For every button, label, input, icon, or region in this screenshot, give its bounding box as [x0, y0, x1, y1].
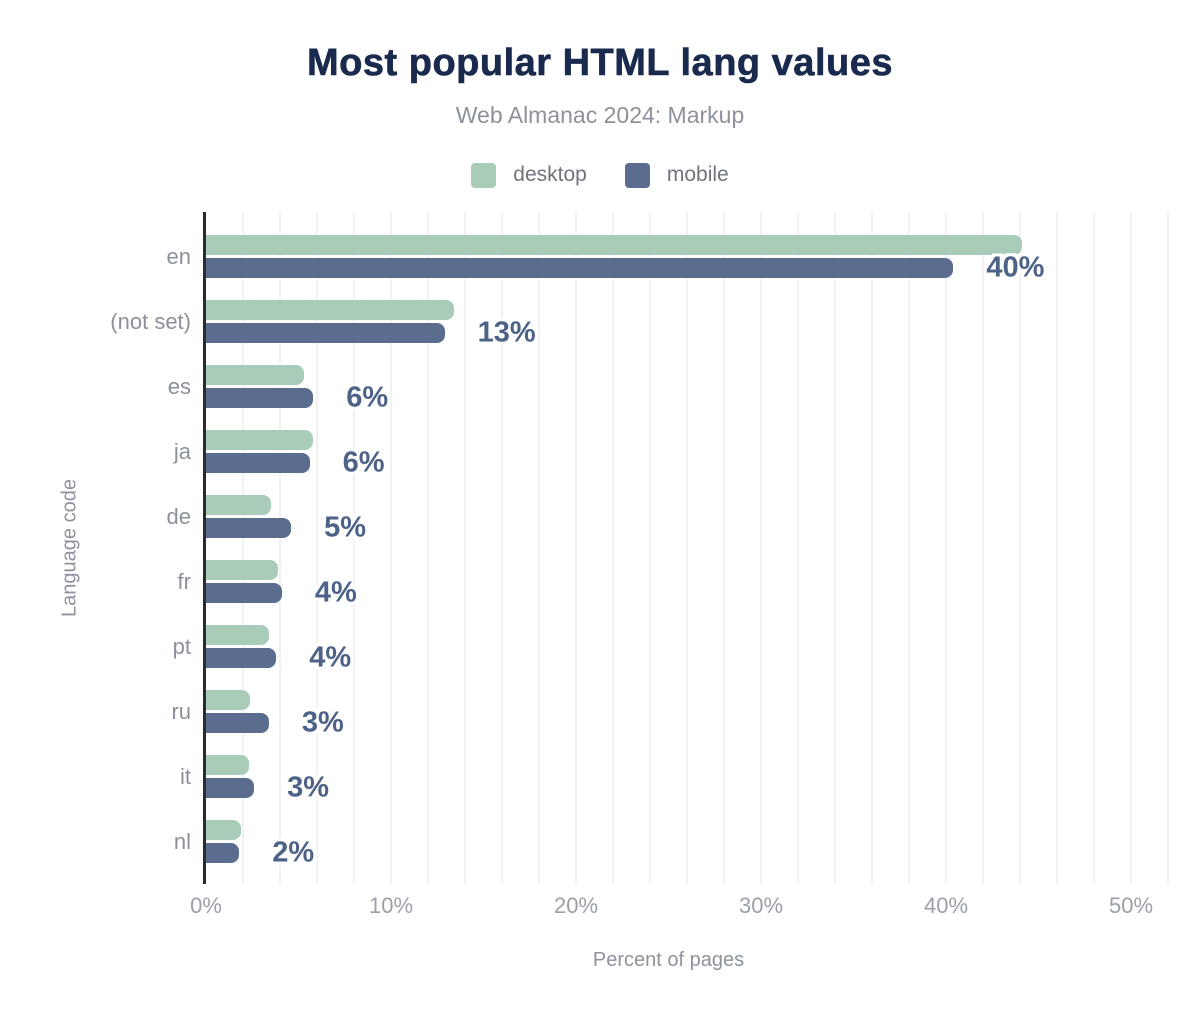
gridline-48pct — [1093, 212, 1095, 884]
gridline-12pct — [427, 212, 429, 884]
value-label-nl: 2% — [272, 836, 315, 869]
gridline-42pct — [982, 212, 984, 884]
gridline-44pct — [1019, 212, 1021, 884]
x-tick-label-50pct: 50% — [1108, 893, 1154, 918]
legend-swatch-mobile — [624, 162, 650, 188]
gridline-28pct — [723, 212, 725, 884]
value-label-pt: 4% — [309, 641, 352, 674]
chart-title: Most popular HTML lang values — [307, 42, 893, 85]
gridline-18pct — [538, 212, 540, 884]
category-label-ru: ru — [171, 698, 191, 724]
x-tick-label-40pct: 40% — [923, 893, 969, 918]
category-label-fr: fr — [177, 568, 191, 594]
bar-mobile-it — [206, 778, 255, 798]
x-tick-label-30pct: 30% — [738, 893, 784, 918]
bar-mobile-ja — [206, 453, 310, 473]
bar-mobile-en — [206, 258, 954, 278]
gridline-26pct — [686, 212, 688, 884]
y-axis-title: Language code — [58, 479, 81, 617]
bar-desktop-pt — [206, 625, 269, 645]
gridline-30pct — [760, 212, 762, 884]
legend-swatch-desktop — [471, 162, 497, 188]
bar-mobile-es — [206, 388, 314, 408]
bar-mobile--not-set- — [206, 323, 445, 343]
value-label-es: 6% — [346, 381, 389, 414]
category-label--not-set-: (not set) — [110, 308, 191, 334]
bar-desktop-it — [206, 755, 249, 775]
category-label-pt: pt — [172, 633, 191, 659]
gridline-52pct — [1167, 212, 1169, 884]
legend: desktop mobile — [0, 160, 1200, 190]
x-tick-label-0pct: 0% — [190, 893, 222, 918]
gridline-50pct — [1130, 212, 1132, 884]
gridline-38pct — [908, 212, 910, 884]
gridline-4pct — [279, 212, 281, 884]
gridline-22pct — [612, 212, 614, 884]
gridline-34pct — [834, 212, 836, 884]
value-label-ru: 3% — [301, 706, 344, 739]
value-label-fr: 4% — [314, 576, 357, 609]
bar-mobile-nl — [206, 843, 240, 863]
category-label-es: es — [167, 373, 191, 399]
bar-mobile-pt — [206, 648, 277, 668]
bar-mobile-de — [206, 518, 292, 538]
gridline-20pct — [575, 212, 577, 884]
bar-desktop-nl — [206, 820, 242, 840]
bar-desktop-en — [206, 235, 1022, 255]
value-label-en: 40% — [986, 251, 1045, 284]
category-label-en: en — [166, 243, 191, 269]
gridline-6pct — [316, 212, 318, 884]
value-label--not-set-: 13% — [477, 316, 536, 349]
legend-label-mobile: mobile — [666, 163, 729, 186]
gridline-40pct — [945, 212, 947, 884]
plot-area: en 40% (not set) 13% es 6% ja 6% de 5% fr 4% pt 4% ru 3… — [110, 212, 1169, 918]
x-tick-label-10pct: 10% — [368, 893, 414, 918]
gridline-32pct — [797, 212, 799, 884]
legend-item-desktop: desktop — [471, 162, 587, 188]
bar-desktop-es — [206, 365, 305, 385]
gridline-46pct — [1056, 212, 1058, 884]
bar-desktop--not-set- — [206, 300, 454, 320]
gridline-14pct — [464, 212, 466, 884]
value-label-ja: 6% — [342, 446, 385, 479]
value-label-de: 5% — [324, 511, 367, 544]
category-label-nl: nl — [173, 828, 191, 854]
gridline-24pct — [649, 212, 651, 884]
gridline-36pct — [871, 212, 873, 884]
bar-mobile-ru — [206, 713, 269, 733]
value-label-it: 3% — [287, 771, 330, 804]
gridline-10pct — [390, 212, 392, 884]
legend-item-mobile: mobile — [624, 162, 729, 188]
category-label-ja: ja — [173, 438, 191, 464]
gridline-16pct — [501, 212, 503, 884]
x-tick-label-20pct: 20% — [553, 893, 599, 918]
legend-label-desktop: desktop — [513, 163, 587, 186]
category-label-de: de — [166, 503, 191, 529]
x-axis-title: Percent of pages — [592, 949, 745, 971]
gridline-2pct — [242, 212, 244, 884]
bar-mobile-fr — [206, 583, 282, 603]
bar-desktop-ja — [206, 430, 314, 450]
category-label-it: it — [180, 763, 191, 789]
chart-subtitle: Web Almanac 2024: Markup — [455, 102, 745, 128]
gridline-8pct — [353, 212, 355, 884]
bar-desktop-ru — [206, 690, 251, 710]
bar-desktop-fr — [206, 560, 279, 580]
bar-desktop-de — [206, 495, 271, 515]
